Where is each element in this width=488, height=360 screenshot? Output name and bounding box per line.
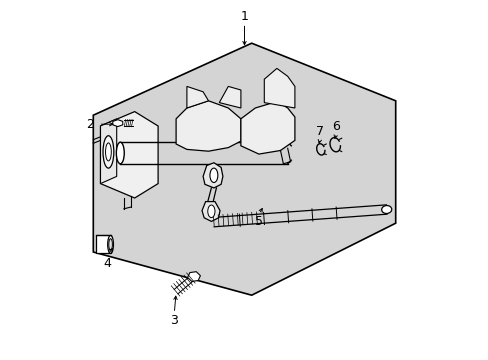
Polygon shape	[176, 101, 241, 151]
Polygon shape	[101, 119, 117, 184]
Text: 4: 4	[103, 257, 111, 270]
Text: 1: 1	[240, 10, 248, 23]
Polygon shape	[101, 112, 158, 198]
Ellipse shape	[207, 205, 215, 217]
Ellipse shape	[108, 239, 112, 250]
Polygon shape	[96, 235, 110, 253]
Ellipse shape	[103, 136, 114, 168]
Polygon shape	[203, 163, 223, 188]
Polygon shape	[202, 202, 220, 221]
Polygon shape	[264, 68, 294, 108]
Ellipse shape	[105, 143, 111, 161]
Text: 2: 2	[86, 118, 94, 131]
Ellipse shape	[107, 235, 113, 253]
Ellipse shape	[209, 168, 218, 183]
Text: 6: 6	[332, 120, 340, 132]
Text: 5: 5	[254, 215, 263, 228]
Text: 7: 7	[315, 125, 324, 138]
Ellipse shape	[116, 142, 124, 164]
Polygon shape	[186, 86, 208, 108]
Polygon shape	[219, 86, 241, 108]
Polygon shape	[93, 43, 395, 295]
Polygon shape	[187, 272, 200, 282]
Text: 3: 3	[170, 314, 178, 327]
Ellipse shape	[381, 206, 391, 213]
Polygon shape	[241, 102, 294, 154]
Polygon shape	[113, 120, 122, 127]
